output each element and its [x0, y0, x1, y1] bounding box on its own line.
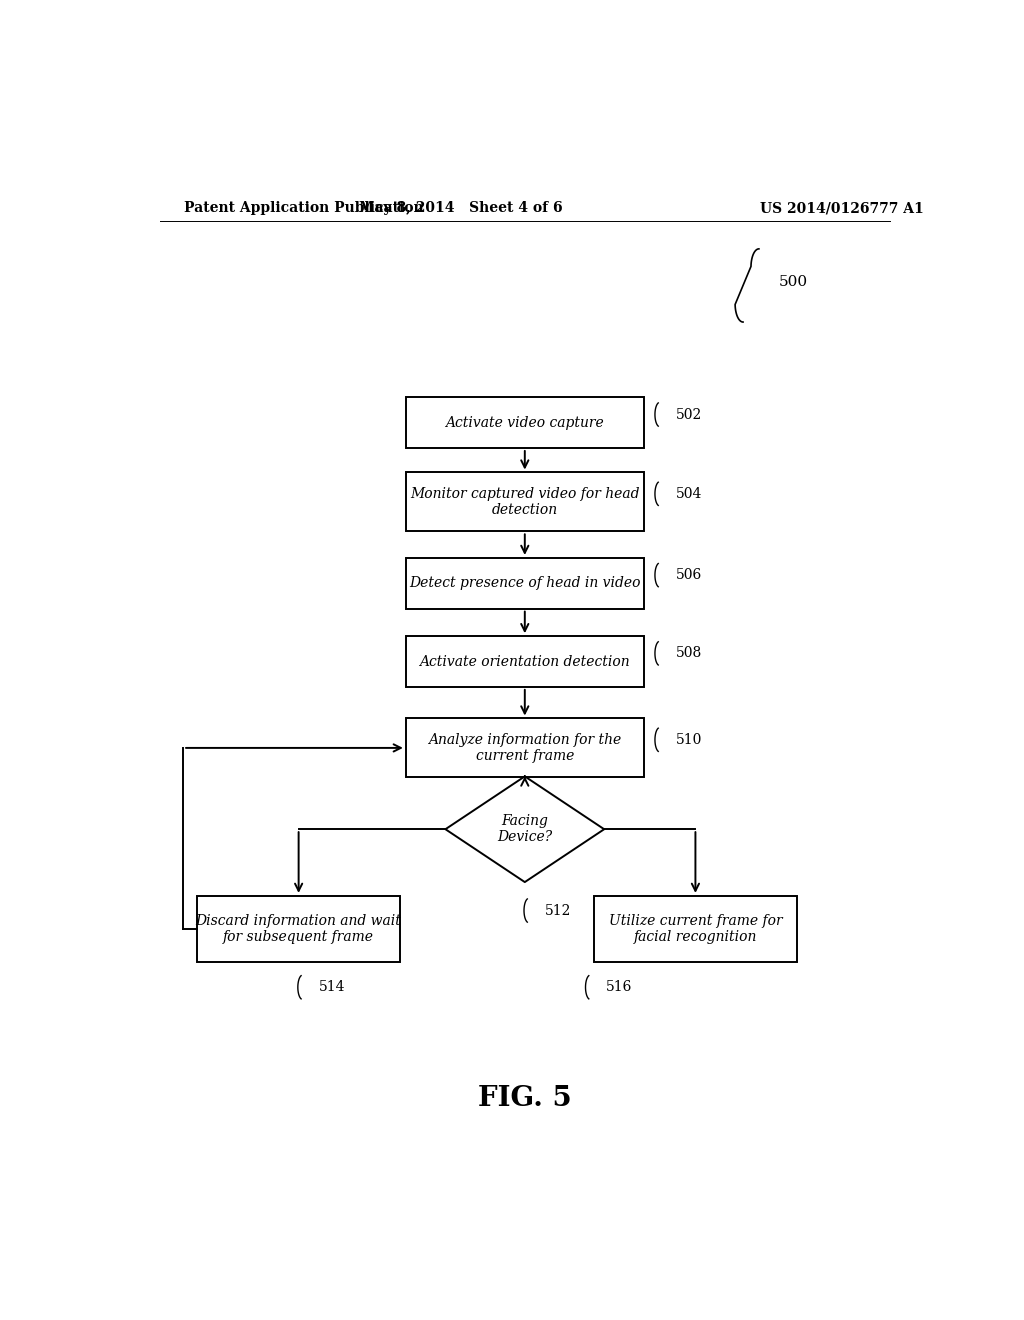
FancyBboxPatch shape: [594, 896, 797, 962]
FancyBboxPatch shape: [406, 397, 644, 447]
Text: May 8, 2014   Sheet 4 of 6: May 8, 2014 Sheet 4 of 6: [359, 201, 563, 215]
FancyBboxPatch shape: [406, 558, 644, 609]
FancyBboxPatch shape: [198, 896, 399, 962]
Polygon shape: [445, 776, 604, 882]
Text: Utilize current frame for
facial recognition: Utilize current frame for facial recogni…: [608, 913, 782, 944]
FancyBboxPatch shape: [406, 636, 644, 686]
Text: 508: 508: [676, 647, 701, 660]
Text: Activate video capture: Activate video capture: [445, 416, 604, 430]
Text: 512: 512: [545, 903, 571, 917]
Text: 502: 502: [676, 408, 701, 421]
Text: Activate orientation detection: Activate orientation detection: [420, 655, 630, 668]
Text: Patent Application Publication: Patent Application Publication: [183, 201, 423, 215]
Text: 506: 506: [676, 568, 701, 582]
Text: 510: 510: [676, 733, 702, 747]
Text: Analyze information for the
current frame: Analyze information for the current fram…: [428, 733, 622, 763]
FancyBboxPatch shape: [406, 718, 644, 777]
Text: 500: 500: [778, 276, 808, 289]
Text: Detect presence of head in video: Detect presence of head in video: [409, 577, 641, 590]
Text: 504: 504: [676, 487, 702, 500]
Text: US 2014/0126777 A1: US 2014/0126777 A1: [761, 201, 924, 215]
Text: Discard information and wait
for subsequent frame: Discard information and wait for subsequ…: [196, 913, 401, 944]
Text: 514: 514: [318, 981, 345, 994]
Text: FIG. 5: FIG. 5: [478, 1085, 571, 1111]
Text: Monitor captured video for head
detection: Monitor captured video for head detectio…: [410, 487, 640, 517]
Text: 516: 516: [606, 981, 633, 994]
Text: Facing
Device?: Facing Device?: [498, 814, 552, 845]
FancyBboxPatch shape: [406, 473, 644, 532]
